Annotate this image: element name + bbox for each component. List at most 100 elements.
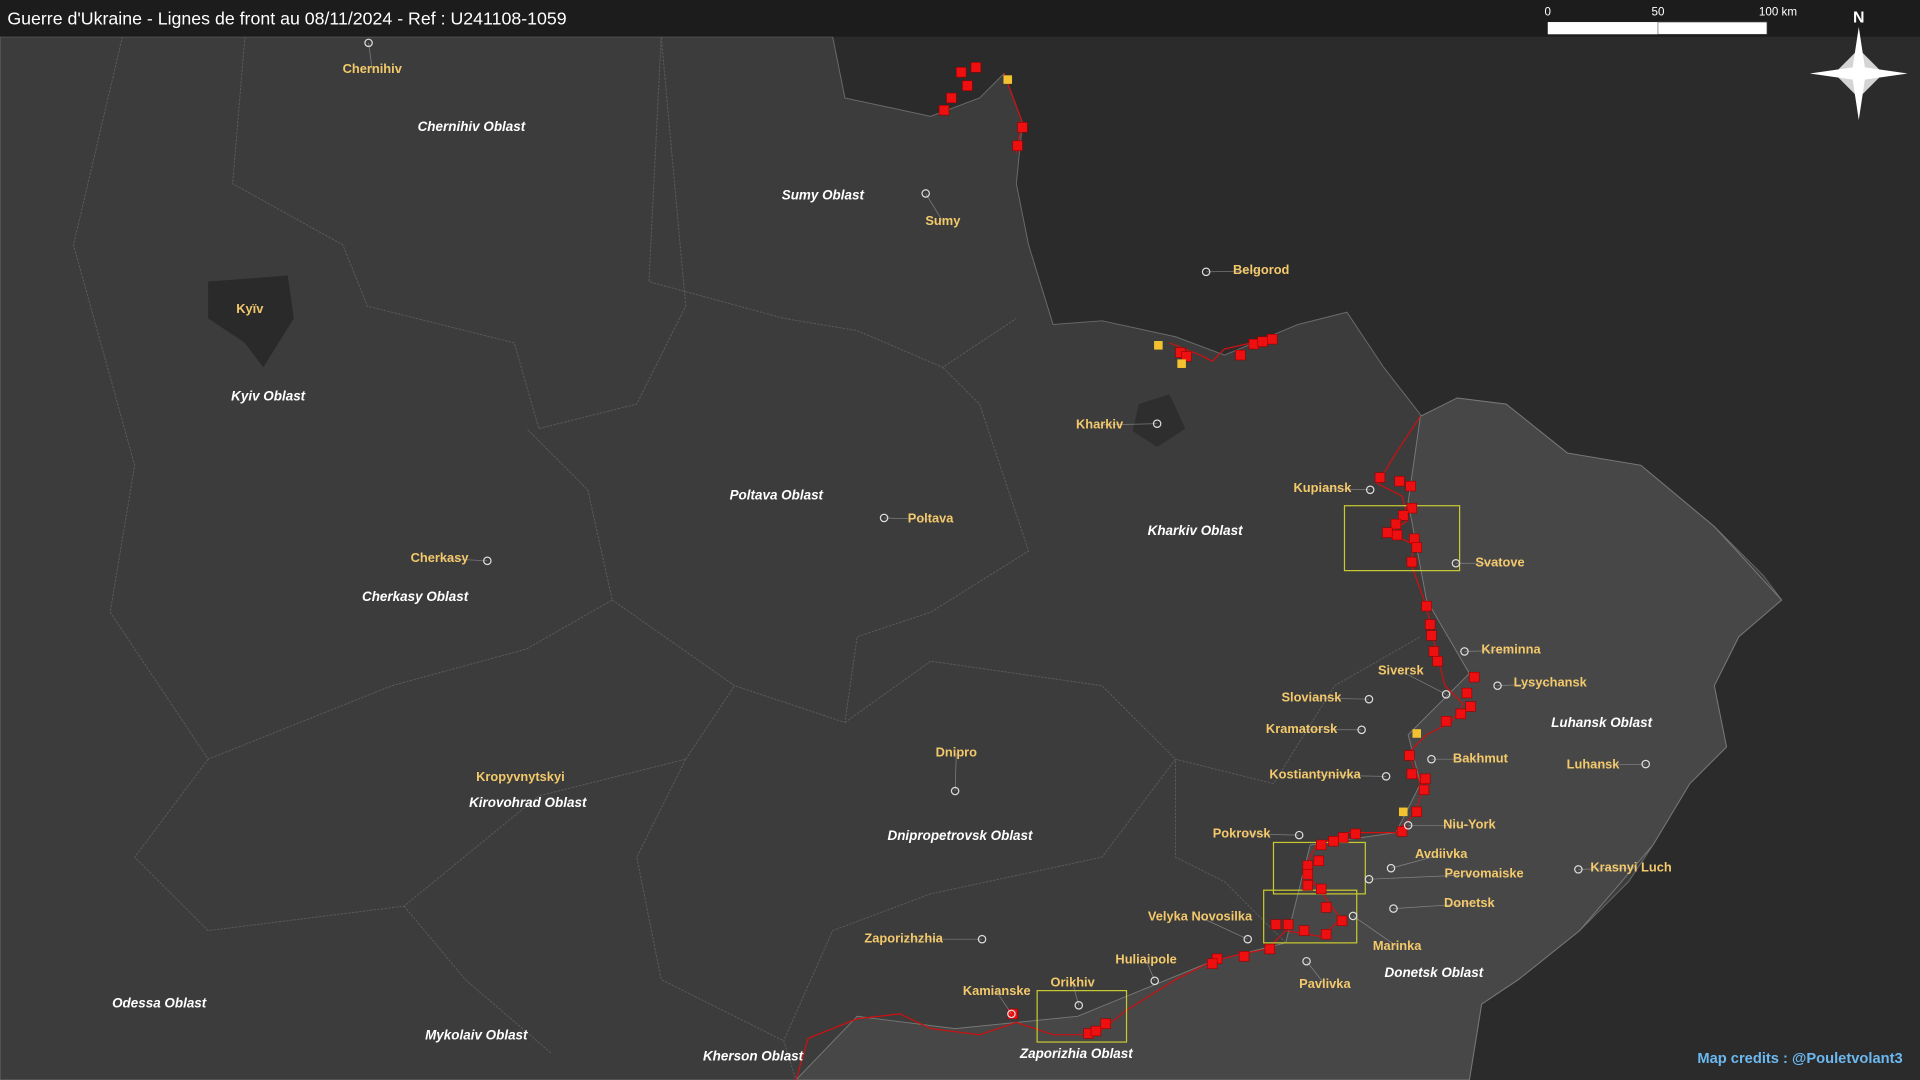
front-marker (1302, 880, 1313, 891)
front-marker (1382, 527, 1393, 538)
front-marker (1461, 687, 1473, 699)
front-marker (1350, 828, 1361, 840)
front-marker (1406, 768, 1418, 780)
kyiv-city-area (208, 275, 294, 368)
city-leader (368, 42, 373, 70)
front-marker (1396, 826, 1408, 837)
city-label: Belgorod (1233, 262, 1289, 277)
front-marker (1404, 750, 1415, 761)
oblast-label: Kyiv Oblast (231, 388, 306, 403)
front-marker (1420, 773, 1431, 784)
front-marker (1390, 518, 1402, 530)
city-marker (1243, 934, 1253, 944)
city-leader (1306, 960, 1326, 985)
city-marker (1348, 911, 1358, 921)
oblast-label: Zaporizhia Oblast (1019, 1046, 1133, 1061)
scale-label: 0 (1545, 5, 1552, 18)
front-marker (1012, 140, 1023, 151)
front-marker (1406, 502, 1418, 514)
city-marker (1364, 694, 1374, 704)
front-marker (962, 80, 973, 91)
city-leader (954, 753, 957, 792)
city-leader (1241, 833, 1300, 836)
city-label: Kostiantynivka (1269, 766, 1361, 781)
city-label: Sumy (925, 213, 961, 228)
contested-marker (1398, 807, 1408, 817)
front-marker (1432, 656, 1443, 667)
city-marker (1460, 647, 1469, 656)
city-marker (1386, 863, 1396, 873)
front-marker (1405, 480, 1416, 492)
city-label: Velyka Novosilka (1148, 909, 1253, 924)
oblast-label: Dnipropetrovsk Oblast (887, 828, 1033, 843)
front-marker (1440, 716, 1452, 727)
city-marker (1365, 485, 1375, 495)
city-marker (1641, 759, 1650, 769)
city-marker (950, 786, 960, 796)
oblast-borders (72, 36, 1421, 1080)
front-marker (938, 105, 950, 116)
city-marker (1007, 1009, 1016, 1019)
front-marker (956, 67, 967, 78)
contested-marker (1177, 359, 1186, 368)
city-leader (1593, 763, 1646, 766)
city-leader (1578, 867, 1632, 870)
city-leader (1206, 270, 1262, 273)
city-label: Kyïv (236, 301, 264, 316)
city-label: Cherkasy (411, 550, 470, 565)
city-label: Kupiansk (1294, 480, 1353, 495)
city-leader (884, 517, 931, 520)
contested-marker (1154, 341, 1163, 350)
city-label: Kharkiv (1076, 416, 1124, 431)
front-marker (1298, 925, 1310, 936)
front-marker (1235, 349, 1246, 361)
oblast-label: Donetsk Oblast (1385, 965, 1484, 980)
city-label: Svatove (1475, 555, 1524, 570)
city-leader (1400, 670, 1447, 695)
city-leader (1390, 854, 1442, 869)
city-label: Krasnyi Luch (1590, 860, 1672, 875)
city-marker (1451, 558, 1461, 568)
oblast-label: Chernihiv Oblast (418, 119, 526, 134)
city-leader (1497, 682, 1551, 687)
city-leader (439, 558, 488, 562)
front-marker (1313, 855, 1324, 867)
oblast-label: Sumy Oblast (782, 187, 865, 202)
front-marker (1267, 333, 1278, 345)
city-marker (483, 556, 492, 566)
front-marker (1374, 472, 1386, 483)
city-label: Marinka (1373, 938, 1422, 953)
front-marker (1181, 351, 1192, 362)
city-marker (364, 38, 373, 48)
front-marker (1398, 510, 1409, 521)
city-label: Siversk (1378, 662, 1425, 677)
city-marker (1074, 1001, 1084, 1010)
city-marker (1427, 754, 1436, 764)
city-marker (879, 513, 889, 523)
city-label: Dnipro (936, 744, 978, 759)
city-label: Bakhmut (1453, 751, 1509, 766)
front-line-kharkiv (1169, 337, 1274, 362)
city-label: Donetsk (1444, 895, 1496, 910)
front-marker (1469, 671, 1480, 683)
front-marker (1282, 919, 1294, 930)
front-marker (1238, 951, 1250, 962)
front-marker (970, 62, 982, 73)
front-marker (1316, 839, 1327, 851)
oblast-label: Mykolaiv Oblast (425, 1027, 528, 1042)
city-leader (925, 193, 944, 222)
city-marker (1493, 681, 1502, 691)
front-marker (1465, 701, 1476, 712)
map-credits: Map credits : @Pouletvolant3 (1697, 1051, 1902, 1067)
city-leader (1368, 873, 1485, 880)
city-label: Pervomaiske (1444, 866, 1523, 881)
scale-label: 100 km (1759, 5, 1797, 18)
city-leader (1311, 697, 1369, 700)
front-marker (1328, 836, 1339, 847)
contested-marker (1412, 729, 1422, 738)
scale-bar-left (1547, 22, 1658, 35)
front-marker (1302, 869, 1313, 880)
city-marker (1201, 267, 1211, 277)
